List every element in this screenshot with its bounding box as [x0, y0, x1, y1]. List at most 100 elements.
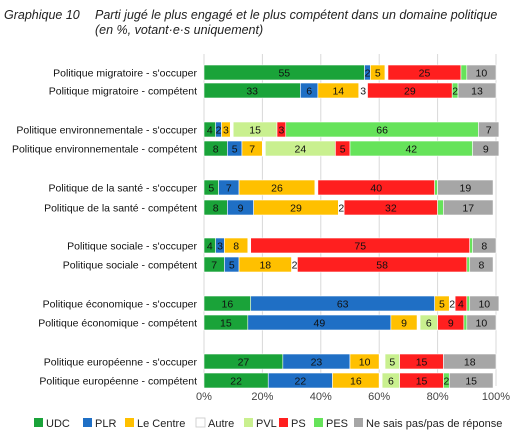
data-label: 5	[340, 144, 346, 156]
data-label: 5	[439, 299, 445, 311]
category-label: Politique de la santé - compétent	[44, 203, 197, 215]
bar-segment-autre	[378, 353, 386, 370]
data-label: 63	[337, 299, 349, 311]
data-label: 9	[483, 144, 489, 156]
data-label: 7	[226, 183, 232, 195]
category-label: Politique environnementale - s'occuper	[16, 125, 197, 137]
bar-segment-ne-sais-pas-pas-de-reponse	[437, 179, 494, 196]
data-label: 16	[222, 299, 234, 311]
data-label: 4	[458, 299, 464, 311]
category-label: Politique migratoire - compétent	[49, 86, 197, 98]
data-label: 7	[211, 260, 217, 272]
category-label: Politique européenne - compétent	[39, 376, 197, 388]
category-labels: Politique migratoire - s'occuper Politiqu…	[12, 68, 198, 388]
data-label: 10	[476, 68, 488, 80]
data-label: 8	[213, 203, 219, 215]
legend-item-plr: PLR	[83, 418, 116, 430]
legend-label: Autre	[208, 418, 234, 430]
legend-swatch	[244, 418, 253, 427]
data-label: 10	[478, 299, 490, 311]
x-tick-label: 80%	[427, 391, 449, 403]
legend-item-pvl: PVL	[244, 418, 277, 430]
data-label: 10	[359, 357, 371, 369]
x-tick-label: 40%	[310, 391, 332, 403]
data-label: 40	[370, 183, 382, 195]
data-label: 33	[246, 86, 258, 98]
data-label: 5	[229, 260, 235, 272]
data-label: 9	[238, 203, 244, 215]
chart-title-line2: (en %, votant·e·s uniquement)	[95, 23, 263, 37]
data-label: 5	[208, 183, 214, 195]
x-axis: 0% 20% 40% 60% 80% 100%	[196, 391, 510, 403]
x-tick-label: 60%	[368, 391, 390, 403]
bar-segment-ne-sais-pas-pas-de-reponse	[472, 237, 497, 254]
legend-label: PES	[326, 418, 348, 430]
data-label: 15	[416, 357, 428, 369]
data-label: 6	[426, 318, 432, 330]
bar-segment-pes	[466, 256, 471, 273]
category-label: Politique sociale - compétent	[63, 260, 197, 272]
legend-item-le-centre: Le Centre	[125, 418, 185, 430]
bar-segment-pes	[469, 237, 473, 254]
bar-segment-ne-sais-pas-pas-de-reponse	[457, 82, 497, 99]
data-label: 18	[259, 260, 271, 272]
data-label: 3	[278, 125, 284, 137]
data-label: 8	[213, 144, 219, 156]
data-label: 8	[478, 260, 484, 272]
data-label: 15	[465, 376, 477, 388]
data-label: 22	[295, 376, 307, 388]
x-tick-label: 0%	[196, 391, 212, 403]
bar-segment-ne-sais-pas-pas-de-reponse	[469, 295, 500, 312]
bar-segment-pes	[460, 64, 468, 81]
legend-swatch	[34, 418, 43, 427]
data-label: 58	[376, 260, 388, 272]
bar-segment-ne-sais-pas-pas-de-reponse	[466, 64, 497, 81]
bar-segment-pes	[437, 199, 444, 216]
data-label: 27	[238, 357, 250, 369]
data-label: 75	[354, 241, 366, 253]
data-label: 8	[233, 241, 239, 253]
bar-segment-ne-sais-pas-pas-de-reponse	[448, 372, 494, 389]
data-label: 7	[249, 144, 255, 156]
data-label: 16	[350, 376, 362, 388]
data-label: 19	[459, 183, 471, 195]
category-label: Politique sociale - s'occuper	[67, 241, 197, 253]
legend-label: Ne sais pas/pas de réponse	[366, 418, 502, 430]
data-label: 18	[464, 357, 476, 369]
data-label: 15	[416, 376, 428, 388]
data-label: 10	[476, 318, 488, 330]
bar-segment-ne-sais-pas-pas-de-reponse	[443, 199, 494, 216]
legend-item-autre: Autre	[195, 417, 234, 430]
data-label: 23	[311, 357, 323, 369]
data-label: 2	[216, 125, 222, 137]
data-label: 55	[278, 68, 290, 80]
data-label: 29	[290, 203, 302, 215]
data-label: 3	[217, 241, 223, 253]
legend-label: PLR	[95, 418, 116, 430]
legend-swatch	[279, 418, 288, 427]
data-label: 15	[220, 318, 232, 330]
data-label: 17	[462, 203, 474, 215]
data-label: 24	[295, 144, 307, 156]
data-label: 8	[481, 241, 487, 253]
bar-segment-autre	[314, 179, 319, 196]
data-label: 2	[292, 260, 298, 272]
legend-item-ps: PS	[279, 418, 306, 430]
data-label: 2	[452, 86, 458, 98]
data-label: 4	[207, 125, 213, 137]
bar-segment-autre	[378, 372, 383, 389]
bar-segment-autre	[229, 121, 234, 138]
data-label: 4	[207, 241, 213, 253]
data-label: 49	[313, 318, 325, 330]
bar-segment-autre	[384, 64, 389, 81]
data-label: 9	[448, 318, 454, 330]
data-label: 66	[376, 125, 388, 137]
data-label: 6	[388, 376, 394, 388]
bar-segment-autre	[416, 314, 421, 331]
data-label: 2	[443, 376, 449, 388]
category-label: Politique migratoire - s'occuper	[53, 68, 197, 80]
category-label: Politique de la santé - s'occuper	[48, 183, 197, 195]
data-label: 13	[471, 86, 483, 98]
bar-segment-pes	[466, 295, 471, 312]
